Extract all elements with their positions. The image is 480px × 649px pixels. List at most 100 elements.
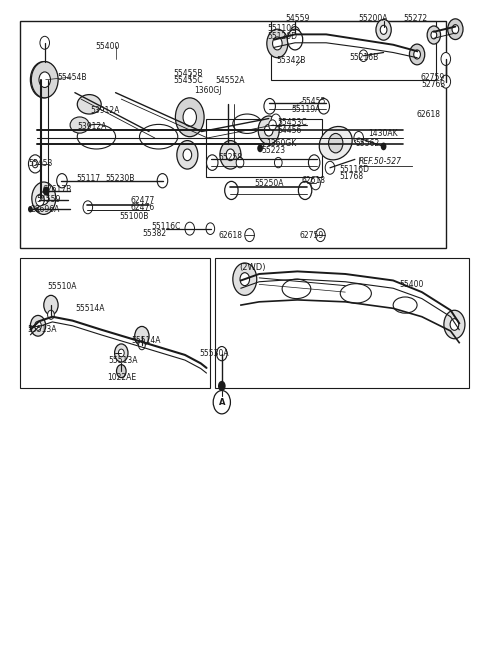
Circle shape (183, 108, 196, 127)
Circle shape (264, 99, 276, 114)
Circle shape (299, 181, 312, 199)
Circle shape (139, 341, 145, 350)
Circle shape (450, 319, 459, 330)
Circle shape (264, 125, 273, 136)
Circle shape (218, 381, 226, 391)
Text: 55514A: 55514A (75, 304, 104, 313)
Text: 1430AK: 1430AK (368, 129, 398, 138)
Circle shape (83, 201, 93, 214)
Circle shape (31, 62, 58, 98)
Text: 55119A: 55119A (292, 105, 321, 114)
Circle shape (290, 27, 300, 40)
Circle shape (381, 143, 386, 151)
Circle shape (311, 177, 321, 190)
Bar (20, 258, 210, 388)
Circle shape (206, 155, 218, 171)
Text: 62618: 62618 (416, 110, 440, 119)
Circle shape (267, 29, 288, 58)
Circle shape (177, 141, 198, 169)
Text: 1360GK: 1360GK (266, 139, 297, 148)
Text: A: A (218, 398, 225, 407)
Text: 53912A: 53912A (77, 123, 107, 132)
Text: 55455B: 55455B (173, 69, 203, 78)
Circle shape (288, 29, 303, 50)
Text: 55230B: 55230B (105, 175, 134, 183)
Circle shape (414, 50, 420, 59)
Bar (271, 21, 436, 80)
Text: 55400: 55400 (96, 42, 120, 51)
Circle shape (32, 182, 56, 214)
Circle shape (206, 223, 215, 234)
Circle shape (269, 120, 276, 130)
Circle shape (233, 263, 257, 295)
Text: 54559: 54559 (36, 195, 61, 204)
Text: 55513A: 55513A (108, 356, 138, 365)
Circle shape (39, 191, 48, 204)
Circle shape (376, 19, 391, 40)
Text: 62618: 62618 (218, 231, 242, 240)
Circle shape (30, 62, 57, 98)
Circle shape (226, 149, 235, 161)
Text: 55272: 55272 (404, 14, 428, 23)
Circle shape (36, 194, 44, 206)
Text: (2WD): (2WD) (239, 263, 265, 272)
Circle shape (245, 228, 254, 241)
Circle shape (318, 99, 329, 114)
Text: 55110C: 55110C (268, 24, 297, 33)
Circle shape (354, 132, 363, 145)
Text: 55216B: 55216B (349, 53, 378, 62)
Ellipse shape (319, 127, 352, 160)
Circle shape (316, 228, 325, 241)
Text: 52763: 52763 (421, 80, 445, 90)
Text: 55382: 55382 (142, 229, 166, 238)
Text: 54559: 54559 (286, 14, 310, 23)
Circle shape (175, 98, 204, 137)
Circle shape (183, 149, 192, 161)
Circle shape (213, 391, 230, 414)
Circle shape (220, 141, 241, 169)
Bar (215, 258, 469, 388)
Text: 55100B: 55100B (120, 212, 149, 221)
Circle shape (380, 25, 387, 34)
Circle shape (431, 31, 437, 39)
Text: 1022AE: 1022AE (107, 373, 136, 382)
Circle shape (359, 50, 368, 62)
Circle shape (452, 25, 459, 34)
Circle shape (271, 114, 281, 127)
Text: 55455C: 55455C (173, 77, 203, 86)
Text: 55117: 55117 (76, 175, 100, 183)
Text: 55120D: 55120D (268, 32, 298, 41)
Text: 55258: 55258 (218, 153, 242, 162)
Text: 55453C: 55453C (277, 118, 307, 127)
Text: 53912A: 53912A (91, 106, 120, 116)
Circle shape (236, 158, 244, 168)
Text: 55562: 55562 (355, 139, 379, 148)
Circle shape (448, 19, 463, 40)
Bar (20, 21, 446, 248)
Text: 54456: 54456 (277, 126, 302, 135)
Circle shape (28, 206, 33, 212)
Circle shape (257, 145, 263, 153)
Text: 55400: 55400 (399, 280, 423, 289)
Circle shape (43, 186, 49, 195)
Circle shape (32, 160, 38, 168)
Circle shape (117, 365, 126, 378)
Text: 55530A: 55530A (199, 349, 229, 358)
Text: 55455: 55455 (301, 97, 325, 106)
Text: 62476: 62476 (131, 203, 155, 212)
Text: 55116D: 55116D (339, 165, 370, 173)
Text: 55116C: 55116C (152, 221, 181, 230)
Text: 1360GJ: 1360GJ (194, 86, 222, 95)
Circle shape (44, 295, 58, 315)
Circle shape (30, 315, 46, 336)
Circle shape (35, 321, 41, 330)
Text: 55223: 55223 (262, 147, 286, 156)
Circle shape (57, 173, 67, 188)
Text: 55513A: 55513A (27, 325, 57, 334)
Circle shape (119, 349, 124, 357)
Text: 55514A: 55514A (131, 336, 160, 345)
Circle shape (328, 134, 343, 153)
Circle shape (115, 344, 128, 362)
Circle shape (409, 44, 425, 65)
Circle shape (157, 173, 168, 188)
